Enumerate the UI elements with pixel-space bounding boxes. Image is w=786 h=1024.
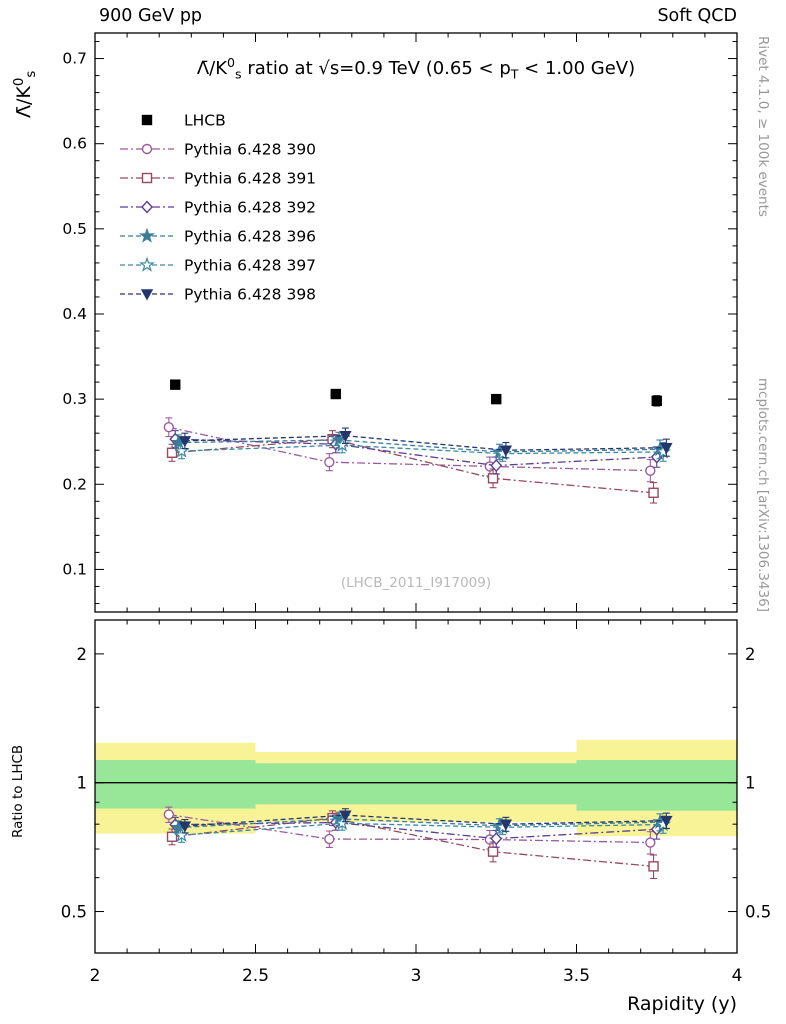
legend-label-4: Pythia 6.428 396 [184, 228, 316, 246]
legend-label-3: Pythia 6.428 392 [184, 199, 316, 217]
xtick-label: 4 [732, 966, 743, 986]
marker-triangle-down [178, 821, 192, 833]
marker-circle [324, 833, 335, 845]
marker-circle [163, 422, 175, 433]
series-main-1 [163, 417, 656, 483]
ratio-ytick-label-right: 0.5 [745, 903, 771, 922]
marker-square [141, 172, 153, 184]
main-ytick-label: 0.3 [62, 390, 87, 408]
ratio-ytick-label-right: 1 [745, 774, 756, 793]
series-ratio-2 [166, 810, 659, 880]
analysis-watermark: (LHCB_2011_I917009) [341, 575, 491, 591]
legend-label-5: Pythia 6.428 397 [184, 257, 316, 275]
marker-triangle-down [499, 445, 513, 457]
series-main-6 [178, 427, 673, 459]
marker-star [139, 256, 155, 272]
marker-square [487, 846, 499, 857]
marker-triangle-down [339, 810, 352, 822]
marker-triangle-down [660, 815, 673, 828]
marker-star [139, 227, 155, 243]
legend-label-6: Pythia 6.428 398 [184, 286, 316, 304]
mcplots-arxiv-label: mcplots.cern.ch [arXiv:1306.3436] [755, 378, 771, 612]
main-ytick-label: 0.7 [62, 50, 87, 68]
green-band [576, 759, 737, 811]
header-process-group: Soft QCD [657, 6, 737, 26]
green-band [255, 763, 416, 805]
rivet-version-label: Rivet 4.1.0, ≥ 100k events [755, 36, 771, 217]
xtick-label: 3.5 [563, 966, 590, 986]
legend-label-2: Pythia 6.428 391 [184, 170, 316, 188]
main-ytick-label: 0.2 [62, 475, 87, 493]
marker-triangle-down [499, 819, 513, 831]
marker-square [651, 395, 662, 407]
xtick-label: 2 [90, 966, 101, 986]
marker-circle [163, 809, 175, 820]
marker-square [166, 447, 178, 458]
legend-item-2: Pythia 6.428 391 [120, 170, 316, 188]
legend-label-1: Pythia 6.428 390 [184, 141, 316, 159]
marker-diamond [490, 832, 503, 846]
ratio-ytick-label-left: 0.5 [61, 903, 87, 922]
marker-square [170, 379, 181, 390]
ratio-ytick-label-left: 2 [77, 645, 88, 664]
marker-square [491, 393, 502, 405]
marker-square [141, 114, 153, 126]
legend-label-0: LHCB [184, 112, 226, 130]
marker-circle [324, 456, 335, 468]
green-band [416, 763, 577, 805]
green-band [95, 759, 256, 809]
marker-square [648, 487, 659, 498]
marker-square [330, 388, 341, 400]
legend-item-0: LHCB [141, 112, 226, 130]
chart-title: Λ̄/K0s ratio at √s=0.9 TeV (0.65 < pT < … [197, 55, 635, 82]
main-panel: LHCB Pythia 6.428 390 Pythia 6.428 391 Pyth… [62, 32, 738, 613]
marker-triangle-down [178, 436, 192, 448]
main-ytick-label: 0.6 [62, 135, 87, 153]
marker-triangle-down [339, 431, 352, 443]
marker-circle [141, 143, 153, 155]
series-main-0 [170, 379, 662, 407]
marker-diamond [141, 200, 153, 214]
main-ytick-label: 0.5 [62, 220, 87, 238]
legend-item-5: Pythia 6.428 397 [120, 257, 316, 275]
x-axis-title: Rapidity (y) [627, 993, 737, 1015]
outer-labels: 2 2.5 3 3.5 4 Rapidity (y) 900 GeV pp Soft QCD Λ… [10, 6, 771, 1015]
series-ratio-6 [178, 808, 673, 834]
marker-circle [645, 465, 656, 476]
ratio-ytick-label-right: 2 [745, 645, 756, 664]
legend-item-3: Pythia 6.428 392 [120, 199, 316, 217]
main-ytick-label: 0.1 [62, 560, 87, 578]
legend-item-4: Pythia 6.428 396 [120, 228, 316, 246]
marker-square [648, 861, 659, 872]
ratio-ytick-label-left: 1 [77, 774, 88, 793]
legend-item-1: Pythia 6.428 390 [120, 141, 316, 159]
ratio-y-axis-title: Ratio to LHCB [10, 745, 26, 838]
ratio-panel: 0.5 0.5 1 1 2 2 [61, 619, 771, 954]
marker-triangle-down [660, 442, 673, 455]
legend-item-6: Pythia 6.428 398 [120, 286, 316, 304]
main-ticks: 0.1 0.2 0.3 0.4 0.5 0.6 0.7 [62, 33, 738, 612]
marker-diamond [490, 459, 503, 473]
legend: LHCB Pythia 6.428 390 Pythia 6.428 391 Pyth… [120, 112, 316, 304]
xtick-label: 3 [411, 966, 422, 986]
marker-triangle-down [140, 289, 154, 301]
marker-square [487, 473, 499, 484]
marker-circle [645, 837, 656, 848]
header-beam-energy: 900 GeV pp [99, 6, 202, 26]
xtick-label: 2.5 [242, 966, 269, 986]
main-ytick-label: 0.4 [62, 305, 87, 323]
ratio-ticks: 0.5 0.5 1 1 2 2 [61, 620, 771, 954]
main-y-axis-title: Λ̄/K0s​ [12, 71, 39, 118]
